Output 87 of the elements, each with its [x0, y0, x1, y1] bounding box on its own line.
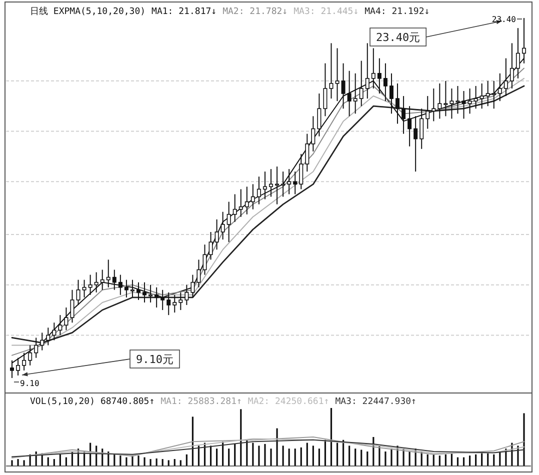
- candlestick: [250, 184, 255, 210]
- candlestick: [244, 186, 249, 215]
- candlestick: [148, 284, 153, 303]
- candlestick: [160, 289, 165, 311]
- candlestick: [208, 231, 213, 260]
- candlestick: [220, 211, 225, 240]
- candlestick: [232, 194, 237, 222]
- candlestick: [414, 116, 418, 172]
- candlestick: [202, 244, 207, 276]
- candlestick: [178, 292, 183, 311]
- candlestick: [329, 42, 334, 100]
- candlestick: [46, 327, 50, 346]
- candlestick: [154, 286, 159, 308]
- annotation: 23.40元: [376, 31, 420, 44]
- candlestick: [34, 337, 38, 358]
- candlestick: [124, 279, 128, 298]
- candlestick: [52, 322, 56, 341]
- candlestick: [58, 314, 62, 336]
- text: MA2: 21.782↓: [222, 7, 288, 17]
- candlestick: [341, 62, 346, 110]
- candlestick: [88, 274, 92, 296]
- annotation: 9.10元: [136, 353, 174, 366]
- candlestick: [450, 88, 454, 120]
- candlestick: [118, 274, 122, 296]
- text: MA3: 22447.930↑: [335, 397, 416, 407]
- text: 9.10: [20, 379, 40, 388]
- candlestick: [323, 62, 328, 117]
- candlestick: [76, 279, 80, 306]
- candlestick: [462, 90, 466, 120]
- candlestick: [353, 72, 358, 114]
- text: MA1: 25883.281↑: [160, 397, 242, 407]
- text: MA3: 21.445↓: [294, 7, 359, 17]
- candlestick: [275, 166, 280, 205]
- candlestick: [359, 60, 364, 107]
- candlestick: [347, 70, 352, 117]
- candlestick: [281, 171, 286, 198]
- candlestick: [438, 82, 442, 120]
- candlestick: [408, 106, 412, 147]
- candlestick: [226, 201, 231, 243]
- candlestick: [383, 62, 388, 102]
- candlestick: [112, 269, 116, 290]
- candlestick: [40, 332, 44, 351]
- candlestick: [166, 292, 171, 316]
- candlestick: [492, 80, 496, 110]
- candlestick: [389, 72, 394, 114]
- candlestick: [196, 259, 201, 288]
- candlestick: [262, 171, 267, 200]
- candlestick: [426, 96, 430, 130]
- candlestick: [444, 80, 448, 117]
- candlestick: [269, 168, 274, 198]
- candlestick: [184, 284, 189, 306]
- chart-title: VOL(5,10,20) 68740.805↑: [30, 397, 155, 407]
- candlestick: [106, 259, 110, 288]
- candlestick: [396, 82, 400, 124]
- candlestick: [172, 294, 177, 314]
- candlestick: [190, 274, 195, 298]
- candlestick: [456, 85, 460, 114]
- annotation: 23.40: [492, 15, 516, 24]
- candlestick: [480, 82, 484, 110]
- candlestick: [293, 171, 298, 195]
- candlestick: [82, 279, 86, 298]
- candlestick: [70, 289, 74, 324]
- candlestick: [498, 72, 502, 102]
- text: MA2: 24250.661↑: [248, 397, 330, 407]
- chart-title: 日线 EXPMA(5,10,20,30): [30, 6, 146, 17]
- candlestick: [402, 96, 406, 134]
- text: MA1: 21.817↓: [152, 7, 217, 17]
- candlestick: [136, 282, 140, 300]
- candlestick: [420, 108, 424, 150]
- candlestick: [486, 80, 490, 107]
- candlestick: [130, 279, 134, 298]
- candlestick: [305, 133, 310, 172]
- candlestick: [474, 85, 478, 110]
- text: MA4: 21.192↓: [364, 7, 430, 17]
- candlestick: [256, 176, 261, 205]
- candlestick: [214, 218, 219, 250]
- candlestick: [100, 269, 104, 290]
- candlestick: [287, 168, 292, 195]
- candlestick: [94, 272, 98, 293]
- candlestick: [317, 93, 322, 137]
- candlestick: [432, 88, 436, 122]
- candlestick: [142, 282, 147, 303]
- candlestick: [311, 116, 316, 152]
- candlestick: [238, 188, 243, 218]
- candlestick: [64, 307, 68, 331]
- candlestick: [468, 88, 472, 114]
- candlestick: [299, 153, 304, 190]
